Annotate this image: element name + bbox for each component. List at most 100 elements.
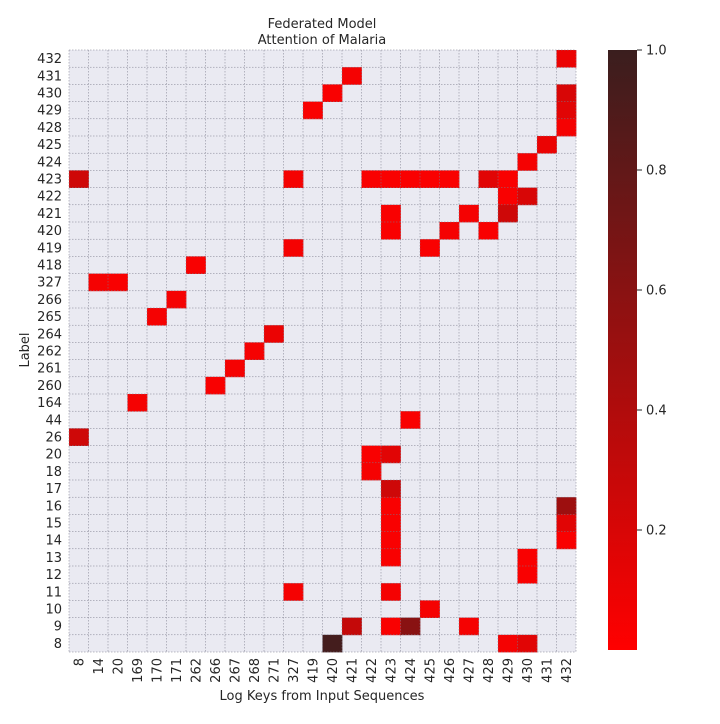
x-axis-label: Log Keys from Input Sequences — [220, 689, 425, 704]
heatmap-cell — [556, 514, 577, 532]
heatmap-cell — [381, 480, 401, 498]
y-tick-label: 265 — [37, 310, 62, 325]
heatmap-cell — [342, 67, 362, 85]
x-tick-label: 424 — [404, 658, 419, 683]
heatmap-cell — [381, 222, 401, 240]
x-tick-label: 430 — [521, 658, 536, 683]
heatmap-cell — [381, 170, 401, 188]
heatmap-cell — [69, 428, 89, 446]
y-tick-label: 164 — [37, 396, 62, 411]
x-tick-label: 327 — [287, 658, 302, 683]
y-tick-label: 13 — [45, 551, 62, 566]
heatmap-cell — [283, 170, 304, 188]
y-tick-label: 425 — [37, 138, 62, 153]
heatmap-cell — [459, 617, 479, 636]
x-tick-label: 271 — [267, 658, 282, 683]
x-tick-label: 14 — [92, 658, 107, 675]
heatmap-cell — [439, 222, 460, 240]
heatmap-cell — [361, 170, 382, 188]
heatmap-cell — [322, 634, 343, 653]
y-tick-label: 423 — [37, 173, 62, 188]
heatmap-cell — [498, 170, 518, 188]
x-tick-label: 420 — [326, 658, 341, 683]
x-tick-label: 422 — [365, 658, 380, 683]
y-tick-label: 420 — [37, 224, 62, 239]
x-tick-label: 423 — [384, 658, 399, 683]
colorbar-tick-label: 0.4 — [646, 404, 667, 419]
y-tick-label: 11 — [45, 585, 62, 600]
heatmap-cell — [517, 548, 538, 567]
y-tick-label: 26 — [45, 431, 62, 446]
heatmap-cell — [517, 153, 538, 171]
y-tick-label: 9 — [54, 620, 62, 635]
heatmap-cell — [381, 548, 401, 567]
heatmap-cell — [537, 136, 557, 154]
x-tick-label: 169 — [131, 658, 146, 683]
y-tick-label: 17 — [45, 482, 62, 497]
heatmap-cell — [400, 617, 421, 636]
x-tick-label: 268 — [248, 658, 263, 683]
heatmap-cell — [498, 187, 518, 206]
heatmap-cell — [381, 514, 401, 532]
x-tick-label: 428 — [482, 658, 497, 683]
x-tick-label: 170 — [150, 658, 165, 683]
y-tick-label: 424 — [37, 155, 62, 170]
heatmap-cell — [322, 84, 343, 102]
heatmap-grid — [68, 49, 577, 653]
y-tick-label: 8 — [54, 637, 62, 652]
x-tick-label: 8 — [72, 658, 87, 666]
heatmap-cell — [556, 50, 577, 68]
heatmap-cell — [147, 308, 167, 326]
heatmap-cell — [205, 376, 226, 395]
x-axis-tick-labels: 8 14 20 169 170 171 262 266 267 268 271 327 419 420 42… — [72, 658, 575, 683]
x-tick-label: 266 — [209, 658, 224, 683]
x-tick-label: 267 — [228, 658, 243, 683]
heatmap-cell — [381, 531, 401, 550]
heatmap-cell — [556, 101, 577, 120]
x-tick-label: 429 — [501, 658, 516, 683]
colorbar-tick-label: 0.8 — [646, 164, 667, 179]
colorbar-tick-label: 0.6 — [646, 284, 667, 299]
colorbar — [608, 50, 637, 650]
heatmap-cell — [420, 239, 440, 257]
y-tick-label: 422 — [37, 190, 62, 205]
heatmap-cell — [381, 583, 401, 601]
heatmap-cell — [225, 359, 245, 378]
y-tick-label: 421 — [37, 207, 62, 222]
heatmap-cell — [478, 222, 499, 240]
x-tick-label: 426 — [443, 658, 458, 683]
heatmap-cell — [244, 342, 265, 360]
x-tick-label: 427 — [462, 658, 477, 683]
chart-subtitle: Attention of Malaria — [258, 33, 386, 48]
heatmap-cell — [264, 325, 284, 343]
heatmap-cell — [283, 239, 304, 257]
y-tick-label: 10 — [45, 603, 62, 618]
heatmap-cell — [420, 600, 440, 618]
x-tick-label: 425 — [423, 658, 438, 683]
heatmap-cell — [459, 204, 479, 223]
y-tick-label: 14 — [45, 534, 62, 549]
heatmap-cell — [517, 566, 538, 584]
y-tick-label: 432 — [37, 52, 62, 67]
heatmap-cell — [361, 445, 382, 464]
heatmap-cell — [69, 170, 89, 188]
y-tick-label: 418 — [37, 259, 62, 274]
chart-title: Federated Model — [268, 17, 377, 32]
heatmap-cell — [108, 273, 128, 292]
y-tick-label: 266 — [37, 293, 62, 308]
heatmap-cell — [342, 617, 362, 636]
y-tick-label: 261 — [37, 362, 62, 377]
heatmap-cell — [420, 170, 440, 188]
y-tick-label: 327 — [37, 276, 62, 291]
heatmap-cell — [498, 204, 518, 223]
x-tick-label: 20 — [111, 658, 126, 675]
x-tick-label: 419 — [306, 658, 321, 683]
y-tick-label: 260 — [37, 379, 62, 394]
x-tick-label: 262 — [189, 658, 204, 683]
heatmap-cell — [400, 170, 421, 188]
heatmap-cell — [517, 634, 538, 653]
y-tick-label: 262 — [37, 345, 62, 360]
heatmap-cell — [478, 170, 499, 188]
